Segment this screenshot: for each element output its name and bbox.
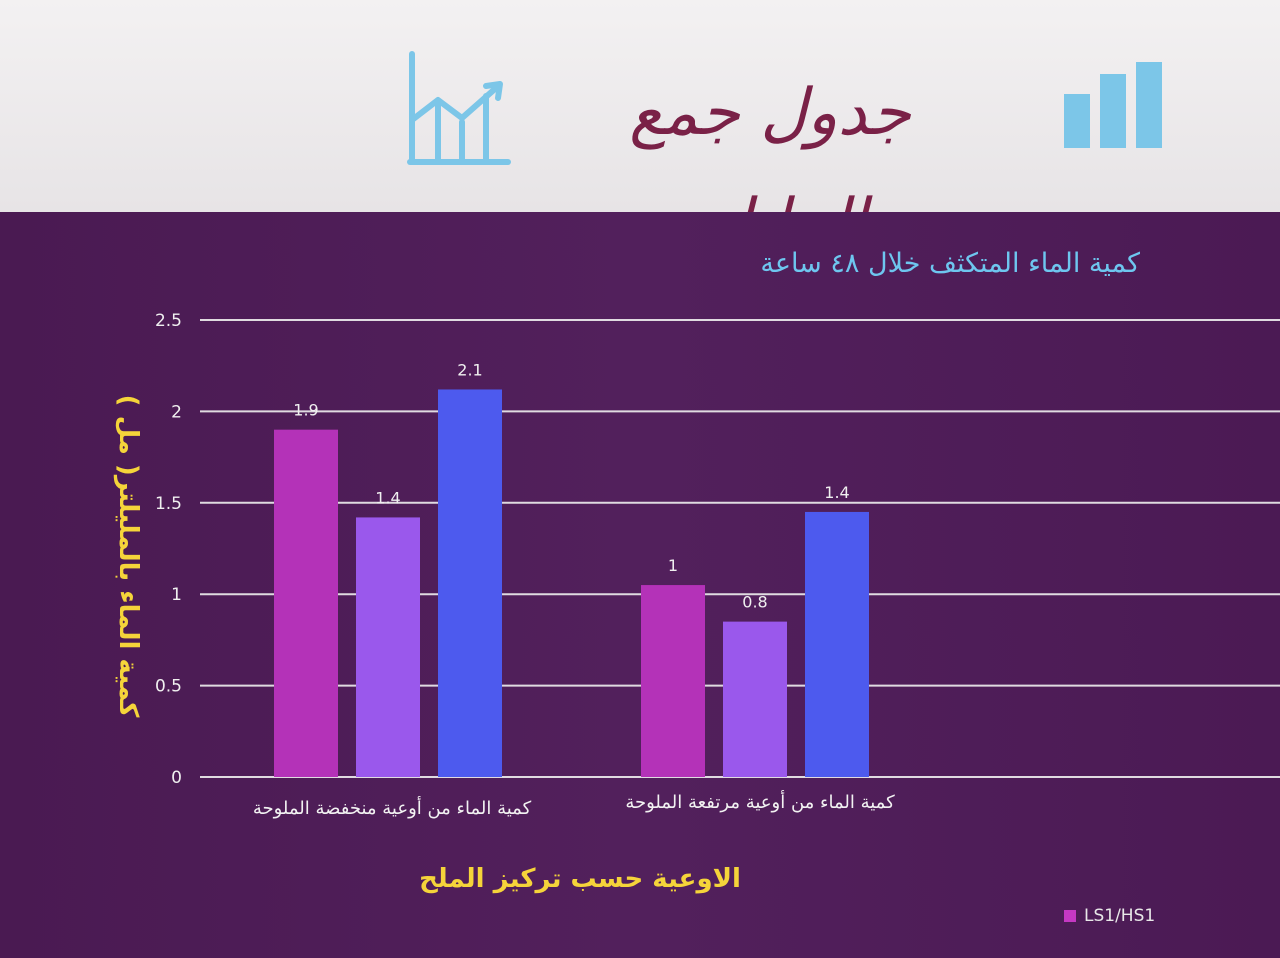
y-axis-title: كمية الماء بالمليلتر( مل ) [113,394,143,718]
line-chart-up-arrow-icon [407,51,511,165]
x-axis-title: الاوعية حسب تركيز الملح [419,864,741,894]
bar [641,585,705,777]
x-category-label-1: كمية الماء من أوعية منخفضة الملوحة [252,798,532,819]
bar [805,511,869,777]
chart-title: كمية الماء المتكثف خلال ٤٨ ساعة [760,248,1140,279]
bar-data-labels: 1.9 1.4 2.1 1 0.8 1.4 [293,360,849,611]
y-tick-label: 1.5 [155,494,182,514]
y-axis-ticks: 0 0.5 1 1.5 2 2.5 [155,311,182,788]
chart-background [0,212,1280,958]
bar-value-label: 2.1 [457,360,482,379]
bar [356,517,420,777]
chart-legend: LS1/HS1 [1064,904,1155,928]
bar-chart-icon [1064,62,1162,148]
legend-entry: LS1/HS1 [1084,906,1156,926]
bar-value-label: 1 [668,556,678,575]
y-tick-label: 0 [171,768,182,788]
x-category-label-2: كمية الماء من أوعية مرتفعة الملوحة [625,792,895,813]
bar-value-label: 1.4 [824,483,849,502]
bar-value-label: 1.9 [293,401,318,420]
bar-value-label: 1.4 [375,488,400,507]
bar-value-label: 0.8 [742,593,767,612]
bar [723,621,787,777]
legend-swatch [1064,910,1076,922]
y-tick-label: 2 [171,402,182,422]
y-tick-label: 1 [171,585,182,605]
chart-bars [274,389,869,777]
bar [438,389,502,777]
y-tick-label: 2.5 [155,311,182,331]
y-tick-label: 0.5 [155,677,182,697]
bar [274,429,338,777]
